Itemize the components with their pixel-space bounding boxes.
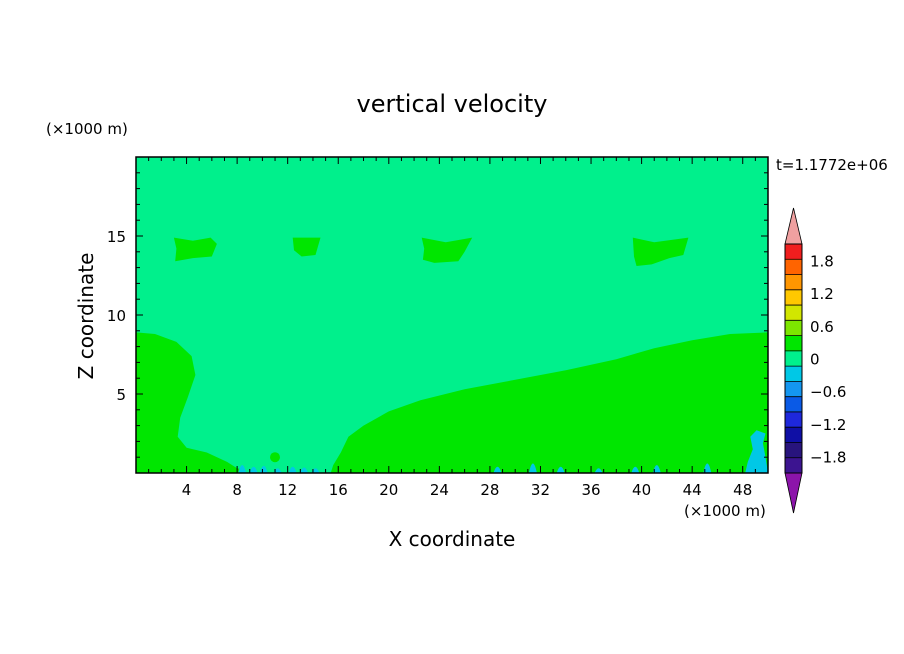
colorbar-segment <box>785 442 802 459</box>
time-label: t=1.1772e+06 <box>776 156 888 174</box>
colorbar-tick-label: −0.6 <box>810 383 846 401</box>
negative-patch-2 <box>249 466 258 473</box>
negative-patch-5 <box>288 466 297 473</box>
positive-cell-2 <box>292 237 321 257</box>
y-axis-label: Z coordinate <box>74 253 98 380</box>
negative-patch-4 <box>273 468 282 473</box>
negative-patch-3 <box>259 465 268 473</box>
colorbar-segment <box>785 366 802 382</box>
colorbar-segment <box>785 289 802 306</box>
colorbar-segment <box>785 320 802 336</box>
x-tick-label: 48 <box>733 481 752 499</box>
contour-field <box>136 157 768 473</box>
colorbar-segment <box>785 350 802 367</box>
negative-patch-12 <box>631 466 640 473</box>
colorbar-segment <box>785 457 802 474</box>
negative-patch-1 <box>238 465 247 473</box>
negative-patch-13 <box>652 465 661 473</box>
negative-patch-8 <box>493 466 502 473</box>
chart-title: vertical velocity <box>357 90 548 118</box>
colorbar-tick-label: −1.8 <box>810 449 846 467</box>
contour-regions <box>136 237 768 473</box>
colorbar-segment <box>785 381 802 397</box>
x-tick-label: 32 <box>531 481 550 499</box>
colorbar-segment <box>785 244 802 260</box>
colorbar-segment <box>785 259 802 275</box>
positive-cell-4 <box>632 237 689 266</box>
x-axis: 4 8 12 16 20 24 28 32 36 40 44 48 <box>148 157 756 499</box>
colorbar-segment <box>785 274 802 291</box>
positive-cell-3 <box>421 237 473 263</box>
colorbar-segment <box>785 411 802 428</box>
negative-patch-10 <box>556 466 565 473</box>
x-tick-label: 44 <box>683 481 702 499</box>
negative-patch-15 <box>747 458 756 473</box>
colorbar-tick-label: 1.8 <box>810 252 834 270</box>
x-tick-label: 28 <box>480 481 499 499</box>
positive-region-left <box>136 332 245 473</box>
x-tick-label: 16 <box>329 481 348 499</box>
positive-cell-1 <box>173 237 217 262</box>
colorbar-under-arrow <box>784 472 803 514</box>
x-tick-label: 24 <box>430 481 449 499</box>
x-tick-label: 36 <box>581 481 600 499</box>
colorbar-segment <box>785 396 802 413</box>
y-unit-label: (×1000 m) <box>46 120 128 138</box>
x-axis-label: X coordinate <box>389 527 516 551</box>
y-tick-label: 5 <box>116 386 126 404</box>
colorbar: 1.8 1.2 0.6 0 −0.6 −1.2 −1.8 <box>784 207 846 514</box>
x-tick-label: 20 <box>379 481 398 499</box>
x-tick-label: 40 <box>632 481 651 499</box>
negative-patch-9 <box>528 463 537 473</box>
colorbar-segment <box>785 305 802 321</box>
x-unit-label: (×1000 m) <box>684 502 766 520</box>
x-tick-label: 4 <box>182 481 192 499</box>
negative-patch-7 <box>311 468 320 473</box>
y-tick-label: 10 <box>107 307 126 325</box>
x-tick-label: 8 <box>232 481 242 499</box>
positive-blob <box>270 452 280 463</box>
colorbar-tick-label: 1.2 <box>810 285 834 303</box>
x-tick-label: 12 <box>278 481 297 499</box>
colorbar-frame <box>784 243 803 474</box>
y-tick-label: 15 <box>107 228 126 246</box>
colorbar-tick-label: 0.6 <box>810 318 834 336</box>
colorbar-segment <box>785 427 802 443</box>
negative-patch-11 <box>594 468 603 473</box>
colorbar-tick-label: −1.2 <box>810 416 846 434</box>
y-axis: 5 10 15 <box>107 172 768 458</box>
colorbar-over-arrow <box>784 207 803 245</box>
positive-region-right <box>330 332 768 473</box>
colorbar-tick-label: 0 <box>810 351 820 369</box>
negative-patch-6 <box>300 467 309 473</box>
colorbar-segment <box>785 335 802 352</box>
